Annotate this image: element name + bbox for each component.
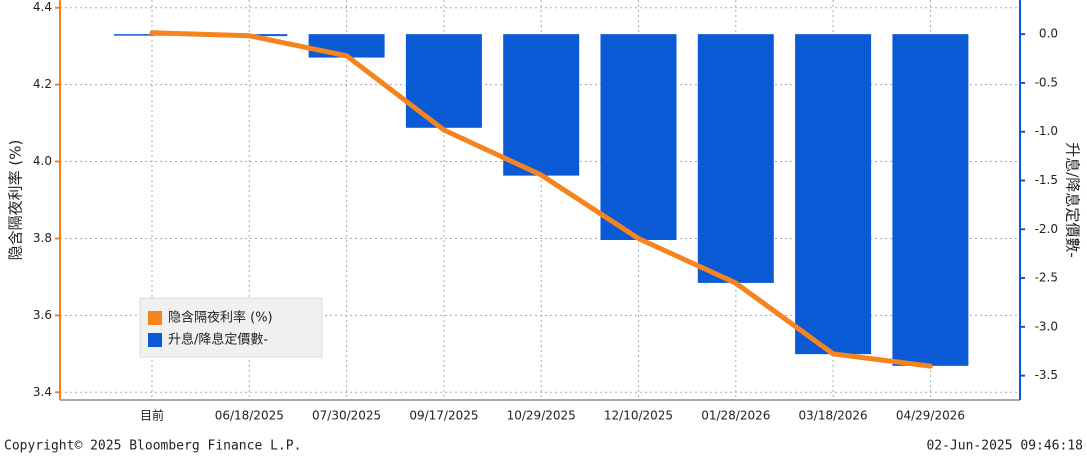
y-tick-label: 4.0 <box>33 154 52 168</box>
y2-tick-label: -1.0 <box>1035 124 1058 138</box>
legend-swatch <box>148 311 162 325</box>
bar <box>697 34 774 283</box>
bar <box>600 34 677 240</box>
y2-tick-label: -1.5 <box>1035 173 1058 187</box>
legend: 隐含隔夜利率 (%) 升息/降息定價數- <box>139 297 323 358</box>
y-tick-label: 3.8 <box>33 231 52 245</box>
x-tick-label: 12/10/2025 <box>604 409 673 423</box>
y-tick-label: 3.4 <box>33 385 52 399</box>
x-tick-label: 04/29/2026 <box>896 409 965 423</box>
x-tick-label: 06/18/2025 <box>215 409 284 423</box>
legend-label: 隐含隔夜利率 (%) <box>168 310 273 326</box>
y2-tick-label: -2.5 <box>1035 271 1058 285</box>
x-tick-label: 07/30/2025 <box>312 409 381 423</box>
bar <box>795 34 872 355</box>
x-tick-label: 目前 <box>140 408 164 423</box>
bar <box>503 34 580 176</box>
y2-tick-label: -3.5 <box>1035 368 1058 382</box>
y-axis-label: 隐含隔夜利率 (%) <box>7 140 25 261</box>
y2-tick-label: -3.0 <box>1035 319 1058 333</box>
y-tick-label: 3.6 <box>33 308 52 322</box>
x-tick-label: 10/29/2025 <box>507 409 576 423</box>
timestamp: 02-Jun-2025 09:46:18 <box>926 439 1083 454</box>
bar <box>892 34 969 366</box>
legend-label: 升息/降息定價數- <box>168 332 268 348</box>
y2-tick-label: -0.5 <box>1035 75 1058 89</box>
x-tick-label: 01/28/2026 <box>701 409 770 423</box>
bar <box>405 34 482 128</box>
y2-tick-label: -2.0 <box>1035 222 1058 236</box>
legend-box <box>139 297 323 358</box>
y-tick-label: 4.4 <box>33 0 52 14</box>
y2-tick-label: 0.0 <box>1039 27 1058 41</box>
y2-axis-label: 升息/降息定價數- <box>1064 142 1082 257</box>
x-tick-label: 03/18/2026 <box>799 409 868 423</box>
x-tick-label: 09/17/2025 <box>409 409 478 423</box>
copyright: Copyright© 2025 Bloomberg Finance L.P. <box>4 439 301 454</box>
legend-swatch <box>148 333 162 347</box>
line <box>149 30 933 369</box>
y-tick-label: 4.2 <box>33 77 52 91</box>
